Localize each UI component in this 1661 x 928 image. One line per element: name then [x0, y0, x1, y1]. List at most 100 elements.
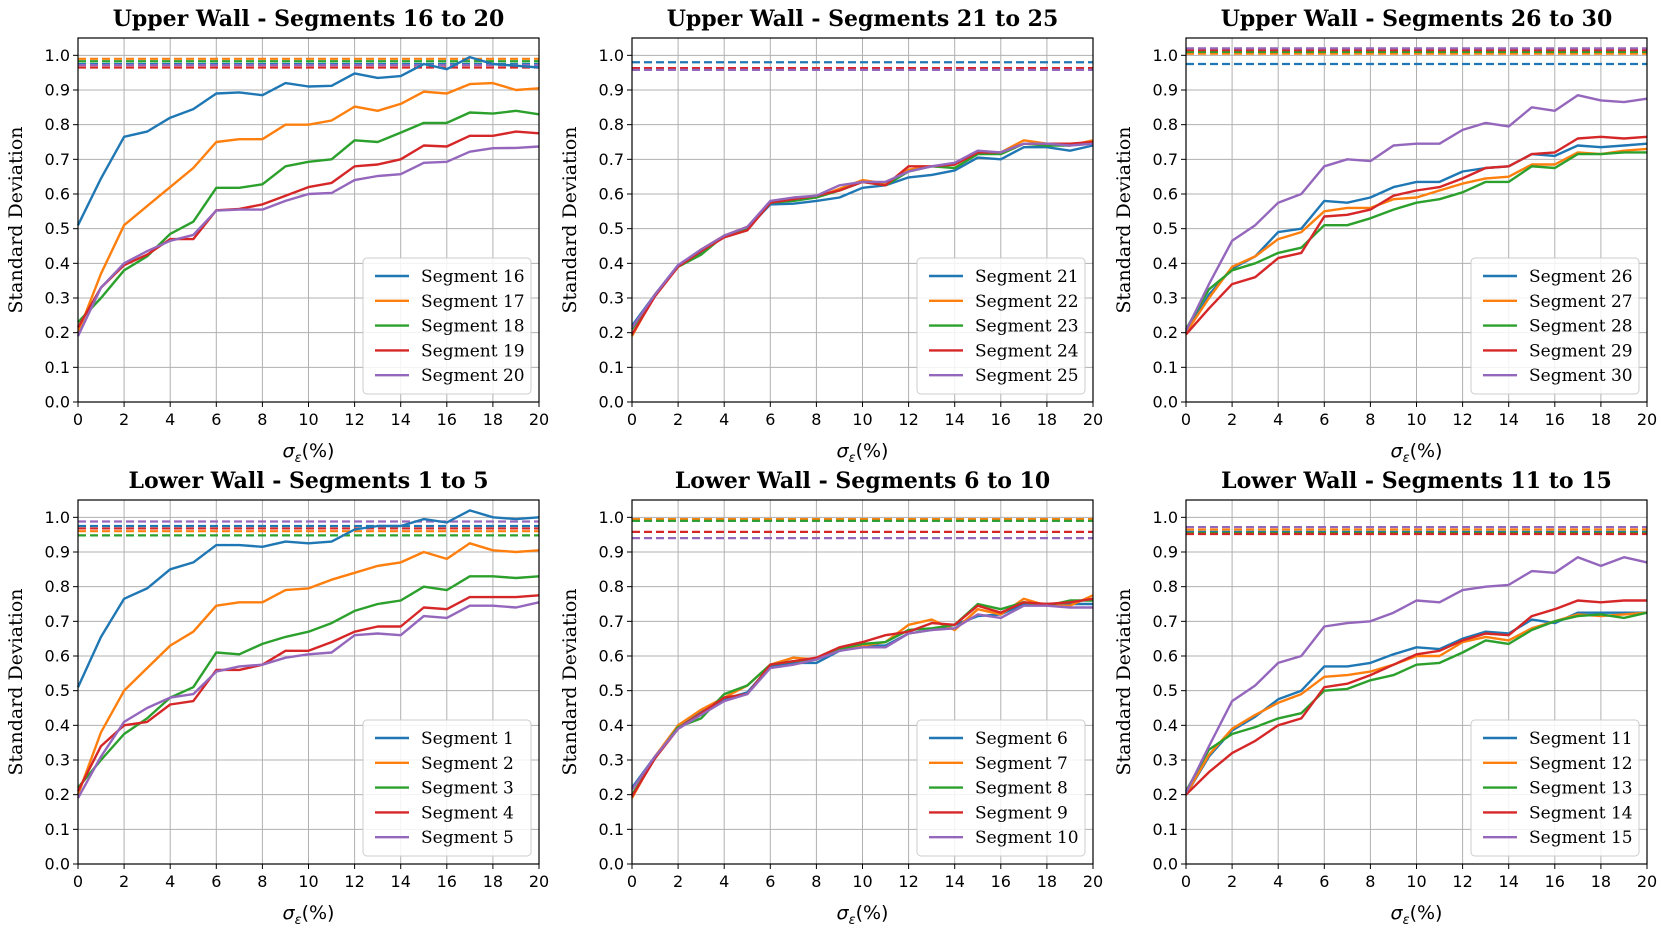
y-tick-label: 0.5: [1153, 681, 1178, 700]
x-axis-label: σε(%): [837, 440, 889, 466]
y-tick-label: 0.0: [599, 393, 624, 412]
legend: Segment 11 Segment 12 Segment 13 Segment 14…: [1470, 719, 1640, 857]
series-line: [630, 597, 1094, 798]
y-tick-label: 0.3: [45, 289, 70, 308]
legend-label: Segment 11: [1529, 729, 1633, 749]
y-tick-label: 0.2: [1153, 785, 1178, 804]
x-tick-label: 10: [298, 872, 318, 891]
y-tick-label: 0.8: [1153, 115, 1178, 134]
x-tick-label: 14: [945, 872, 965, 891]
x-tick-label: 2: [673, 410, 683, 429]
x-tick-label: 8: [257, 872, 267, 891]
legend-label: Segment 10: [975, 828, 1079, 848]
x-tick-label: 20: [1083, 872, 1103, 891]
legend-label: Segment 18: [421, 317, 525, 337]
legend-label: Segment 27: [1529, 292, 1633, 312]
series-line: [1184, 147, 1648, 334]
y-tick-label: 0.6: [1153, 647, 1178, 666]
y-tick-label: 1.0: [1153, 46, 1178, 65]
legend-label: Segment 14: [1529, 803, 1633, 823]
x-tick-label: 20: [1637, 410, 1657, 429]
y-tick-label: 0.9: [1153, 543, 1178, 562]
x-tick-label: 6: [211, 872, 221, 891]
series-line: [76, 542, 540, 796]
x-tick-label: 6: [765, 872, 775, 891]
x-tick-label: 16: [991, 410, 1011, 429]
legend-box: [916, 257, 1086, 395]
chart-title: Upper Wall - Segments 16 to 20: [113, 6, 505, 32]
x-tick-label: 10: [852, 872, 872, 891]
y-tick-label: 0.1: [1153, 820, 1178, 839]
series-line: [76, 130, 540, 329]
x-tick-label: 20: [1083, 410, 1103, 429]
x-tick-label: 8: [811, 410, 821, 429]
x-tick-label: 6: [765, 410, 775, 429]
x-tick-label: 16: [1545, 410, 1565, 429]
legend-label: Segment 15: [1529, 828, 1633, 848]
x-axis-label: σε(%): [837, 902, 889, 928]
legend: Segment 26 Segment 27 Segment 28 Segment 29…: [1470, 257, 1640, 395]
x-tick-label: 8: [1365, 872, 1375, 891]
legend-label: Segment 28: [1529, 317, 1633, 337]
chart-panel-4: 0 2 4 6 8 10 12 14 16 18 20 0.0 0.1 0.2 0.3 0.4 0.5 0.6 0.…: [5, 468, 549, 928]
y-tick-label: 0.4: [45, 716, 70, 735]
y-tick-label: 0.4: [599, 716, 624, 735]
legend-label: Segment 26: [1529, 267, 1633, 287]
y-tick-label: 0.8: [599, 115, 624, 134]
x-tick-label: 10: [852, 410, 872, 429]
legend-label: Segment 1: [421, 729, 514, 749]
x-tick-label: 12: [344, 872, 364, 891]
x-tick-label: 4: [719, 872, 729, 891]
y-tick-label: 1.0: [45, 508, 70, 527]
y-tick-label: 0.1: [1153, 358, 1178, 377]
x-tick-label: 4: [1273, 410, 1283, 429]
y-tick-label: 0.8: [45, 577, 70, 596]
legend-label: Segment 13: [1529, 779, 1633, 799]
x-tick-label: 2: [119, 872, 129, 891]
x-tick-label: 16: [437, 872, 457, 891]
legend-box: [1470, 257, 1640, 395]
x-tick-label: 4: [165, 410, 175, 429]
legend-label: Segment 3: [421, 779, 514, 799]
y-tick-label: 0.4: [45, 254, 70, 273]
y-tick-label: 0.6: [599, 185, 624, 204]
x-tick-label: 2: [673, 872, 683, 891]
y-axis-label: Standard Deviation: [1113, 589, 1135, 776]
chart-panel-5: 0 2 4 6 8 10 12 14 16 18 20 0.0 0.1 0.2 0.3 0.4 0.5 0.6 0.…: [559, 468, 1103, 928]
y-tick-label: 0.7: [599, 612, 624, 631]
y-tick-label: 1.0: [1153, 508, 1178, 527]
x-tick-label: 4: [1273, 872, 1283, 891]
legend-label: Segment 29: [1529, 341, 1633, 361]
legend-label: Segment 12: [1529, 754, 1633, 774]
y-tick-label: 0.3: [599, 289, 624, 308]
chart-panel-1: 0 2 4 6 8 10 12 14 16 18 20 0.0 0.1 0.2 0.3 0.4 0.5 0.6 0.…: [5, 6, 549, 466]
y-tick-label: 1.0: [599, 508, 624, 527]
y-tick-label: 0.4: [1153, 716, 1178, 735]
x-tick-label: 12: [898, 872, 918, 891]
chart-title: Upper Wall - Segments 21 to 25: [667, 6, 1059, 32]
series-line: [76, 55, 540, 226]
legend: Segment 1 Segment 2 Segment 3 Segment 4 Segm…: [362, 719, 532, 857]
x-tick-label: 12: [898, 410, 918, 429]
x-tick-label: 0: [627, 872, 637, 891]
y-tick-label: 0.5: [45, 681, 70, 700]
chart-title: Lower Wall - Segments 1 to 5: [128, 468, 488, 494]
x-tick-label: 0: [73, 410, 83, 429]
x-tick-label: 12: [1452, 872, 1472, 891]
y-tick-label: 0.5: [1153, 219, 1178, 238]
chart-panel-6: 0 2 4 6 8 10 12 14 16 18 20 0.0 0.1 0.2 0.3 0.4 0.5 0.6 0.…: [1113, 468, 1657, 928]
y-tick-label: 0.2: [45, 323, 70, 342]
y-tick-label: 0.7: [45, 612, 70, 631]
series-line: [77, 575, 540, 789]
x-tick-label: 8: [1365, 410, 1375, 429]
legend-label: Segment 8: [975, 779, 1068, 799]
x-tick-label: 14: [391, 872, 411, 891]
y-tick-label: 0.7: [1153, 612, 1178, 631]
y-tick-label: 0.1: [45, 358, 70, 377]
y-tick-label: 0.0: [45, 855, 70, 874]
y-axis-label: Standard Deviation: [5, 589, 27, 776]
y-tick-label: 0.1: [599, 358, 624, 377]
x-tick-label: 4: [719, 410, 729, 429]
legend-label: Segment 7: [975, 754, 1068, 774]
